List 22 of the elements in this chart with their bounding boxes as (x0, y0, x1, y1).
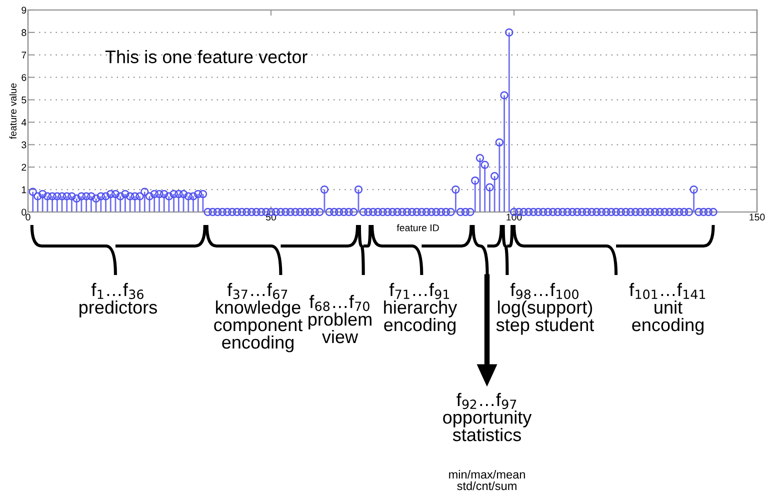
y-tick-label: 2 (22, 164, 26, 171)
text: f$_{98}$…f$_{100}$ log(support) step student (496, 282, 594, 335)
text: f$_{92}$…f$_{97}$ opportunity statistics (443, 392, 532, 442)
y-tick-label: 7 (22, 52, 26, 58)
y-tick-label: 1 (22, 186, 26, 194)
text: f$_{101}$…f$_{141}$ unit encoding (629, 282, 706, 335)
x-tick-label: 150 (750, 214, 765, 221)
y-tick-label: 9 (22, 6, 26, 14)
annotation: This is one feature vector (105, 50, 308, 64)
text: f$_{1}$…f$_{36}$ predictors (80, 282, 157, 318)
y-axis-title: feature value (9, 83, 17, 139)
text: f$_{37}$…f$_{67}$ knowledge component encoding (214, 282, 303, 352)
y-tick-label: 3 (22, 141, 26, 148)
text: min/max/mean std/cnt/sum (449, 470, 525, 490)
y-tick-label: 4 (21, 119, 26, 126)
text: f$_{71}$…f$_{91}$ hierarchy encoding (384, 282, 458, 335)
text: f$_{68}$…f$_{70}$ problem view (308, 294, 372, 344)
y-tick-label: 0 (22, 208, 26, 216)
x-axis-title: feature ID (396, 224, 439, 232)
y-tick-label: 6 (22, 74, 26, 81)
y-tick-label: 5 (22, 96, 26, 104)
y-tick-label: 8 (22, 29, 26, 36)
